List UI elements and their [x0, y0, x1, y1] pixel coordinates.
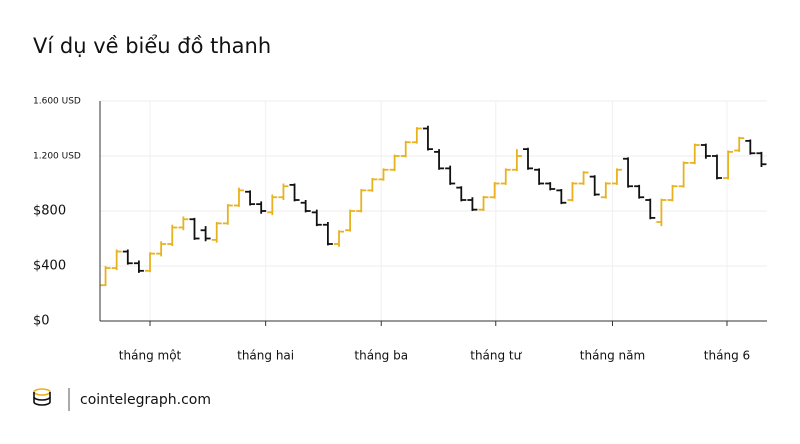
brand: cointelegraph.com — [80, 392, 211, 408]
x-tick-label: tháng một — [119, 349, 182, 363]
x-tick-label: tháng tư — [470, 349, 522, 363]
x-tick-label: tháng ba — [354, 349, 408, 363]
y-tick-label: $800 — [33, 204, 66, 219]
x-tick-label: tháng năm — [580, 349, 645, 363]
chart-title: Ví dụ về biểu đồ thanh — [33, 34, 271, 58]
y-tick-label: 1.200 USD — [33, 152, 81, 162]
x-tick-label: tháng 6 — [704, 349, 750, 363]
y-tick-label: $0 — [33, 314, 50, 329]
logo — [33, 388, 51, 406]
y-tick-label: $400 — [33, 259, 66, 274]
y-tick-label: 1.600 USD — [33, 97, 81, 107]
x-tick-label: tháng hai — [237, 349, 294, 363]
